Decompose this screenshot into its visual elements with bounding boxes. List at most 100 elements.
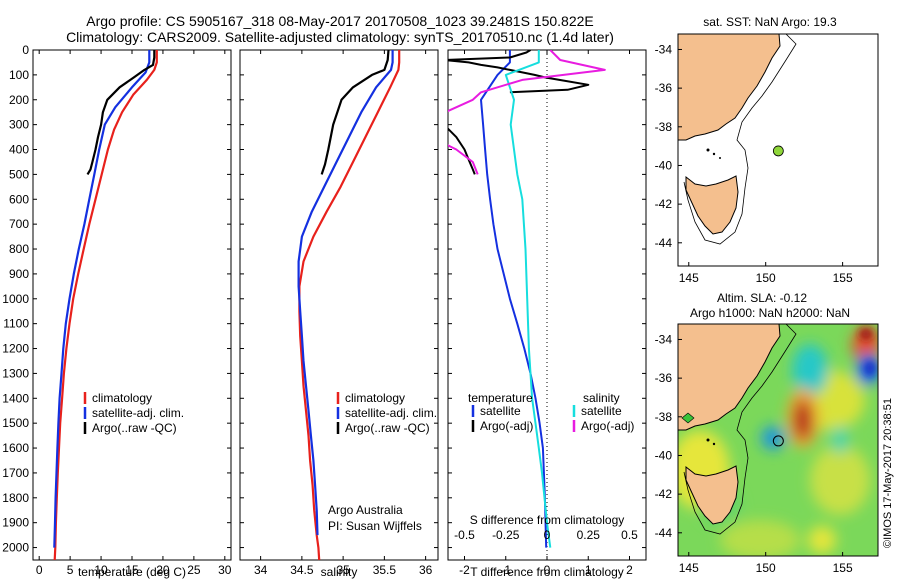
sla-blob [810,445,870,515]
legend-label-s-satellite: satellite [581,404,622,418]
legend-label-satellite-adj: satellite-adj. clim. [345,406,437,420]
sla-blob [859,328,873,340]
series-line-t-argo-adj-deep [448,127,476,175]
map-y-tick-label: -38 [655,410,673,424]
series-line-t-satellite [480,50,548,548]
x-tick-label: 34 [254,563,268,577]
x-tick-label: 30 [218,563,232,577]
salinity-xlabel: salinity [321,565,358,579]
y-tick-label: 900 [9,267,29,281]
difference-panel: -2 -1 0 1 2 -0.5 -0.25 0 0.25 0.5 S difference fr… [447,49,647,579]
salinity-legend: climatology satellite-adj. clim. Argo(..… [336,391,437,435]
map-y-tick-label: -36 [655,81,673,95]
map-x-tick-label: 155 [833,271,853,285]
sla-map-panel: Altim. SLA: -0.12 Argo h1000: NaN h2000:… [655,291,879,575]
y-tick-label: 500 [9,167,29,181]
salinity-panel: 34 34.5 35 35.5 36 salinity climatology sate… [239,49,439,579]
y-tick-label: 1300 [2,366,29,380]
map-y-tick-label: -44 [655,236,673,250]
temperature-legend: climatology satellite-adj. clim. Argo(..… [83,391,184,435]
sla-blob [794,400,812,440]
map-x-tick-label: 145 [679,561,699,575]
y-tick-label: 200 [9,93,29,107]
sla-blob [792,344,828,396]
map-y-tick-label: -34 [655,332,673,346]
sla-map-tasmania [685,465,739,525]
sla-green-marker [681,412,695,424]
x-tick-label: 35 [336,563,350,577]
sla-blob [832,426,848,454]
y-tick-label: 1600 [2,441,29,455]
sla-map-mainland [678,324,781,431]
sla-map-title-line1: Altim. SLA: -0.12 [717,291,807,305]
legend-label-argo: Argo(..raw -QC) [92,421,177,435]
y-tick-label: 1200 [2,342,29,356]
legend-label-s-argo: Argo(-adj) [581,419,634,433]
y-tick-label: 1000 [2,292,29,306]
y-tick-label: 100 [9,68,29,82]
t-difference-xlabel: T difference from climatology [470,565,624,579]
series-line-argo-raw-qc- [320,49,390,175]
series-line-satellite-adj-clim- [53,50,151,548]
sst-map-mainland [678,34,781,141]
temperature-panel: 0 5 10 15 20 25 300100200300400500600700800900… [2,43,232,579]
y-tick-label: 0 [22,43,29,57]
temperature-ticks: 0 5 10 15 20 25 300100200300400500600700800900… [2,43,232,577]
sst-map-tasmania [685,175,739,235]
y-tick-label: 1100 [3,317,29,331]
map-y-tick-label: -42 [655,197,673,211]
y-tick-label: 1500 [2,416,29,430]
legend-label-climatology: climatology [345,391,405,405]
map-y-tick-label: -36 [655,371,673,385]
sla-map-ticks: 145 150 155 -34 -36 -38 -40 -42 -44 [655,332,853,575]
y-tick-label: 300 [9,118,29,132]
temperature-xlabel: temperature (deg C) [78,565,186,579]
sla-blob [864,360,876,376]
sst-map-frame [677,33,879,267]
map-y-tick-label: -40 [655,448,673,462]
y-tick-label: 1800 [2,491,29,505]
salinity-axes-box [239,49,439,561]
legend-label-satellite-adj: satellite-adj. clim. [92,406,184,420]
map-x-tick-label: 150 [756,561,776,575]
y-tick-label: 1700 [2,466,29,480]
series-line-s-satellite [504,50,552,548]
x-tick-label: -2 [459,563,470,577]
y-tick-label: 2000 [2,541,29,555]
map-x-tick-label: 145 [679,271,699,285]
sla-map-shelf-contour [683,324,797,535]
figure-title-line2: Climatology: CARS2009. Satellite-adjuste… [66,29,614,45]
argo-australia-label: Argo Australia [328,503,403,517]
legend-title-temperature: temperature [468,391,533,405]
series-line-climatology [53,50,158,561]
x-tick-label: 5 [67,563,74,577]
temperature-lines [53,50,158,561]
x-tick-label: 1 [585,563,592,577]
legend-label-argo: Argo(..raw -QC) [345,421,430,435]
s-tick-label: -0.5 [454,528,475,542]
s-tick-label: 0.5 [621,528,638,542]
salinity-ticks: 34 34.5 35 35.5 36 [240,49,438,577]
sst-argo-position-marker [772,145,784,157]
sst-map-island [719,157,721,159]
series-line-s-argo-adj- [448,50,606,175]
sst-map-island [712,152,716,156]
y-tick-label: 1900 [2,516,29,530]
map-x-tick-label: 155 [833,561,853,575]
x-tick-label: 2 [626,563,633,577]
difference-series-group [448,50,606,548]
series-line-t-argo-adj- [448,50,590,94]
figure-title-line1: Argo profile: CS 5905167_318 08-May-2017… [86,13,594,29]
sla-argo-position-marker [772,435,784,447]
difference-lines [448,50,606,548]
sla-map-title-line2: Argo h1000: NaN h2000: NaN [690,306,850,320]
sla-field [678,324,878,556]
sst-map-panel: sat. SST: NaN Argo: 19.3 145 150 155 -34 -36… [655,15,879,285]
difference-legend: temperature salinity satellite Argo(-adj… [468,391,634,433]
y-tick-label: 700 [9,217,29,231]
difference-ticks: -2 -1 0 1 2 -0.5 -0.25 0 0.25 0.5 [448,49,646,577]
s-tick-label: -0.25 [492,528,520,542]
map-y-tick-label: -40 [655,158,673,172]
x-tick-label: 0 [36,563,43,577]
